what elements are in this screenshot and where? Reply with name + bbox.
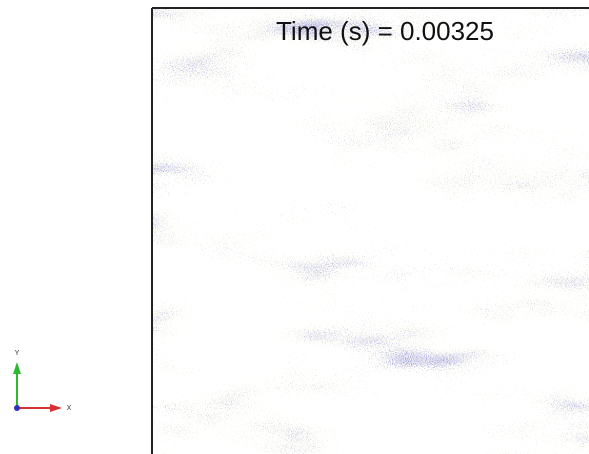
y-axis-label: Y [15, 350, 20, 357]
axis-triad: Y X [13, 350, 72, 412]
time-label: Time (s) = 0.00325 [276, 16, 494, 46]
x-axis-label: X [67, 405, 72, 412]
y-axis-arrowhead [13, 362, 21, 374]
z-axis-dot [14, 405, 20, 411]
particle-field [152, 8, 589, 454]
x-axis-arrowhead [50, 404, 62, 412]
